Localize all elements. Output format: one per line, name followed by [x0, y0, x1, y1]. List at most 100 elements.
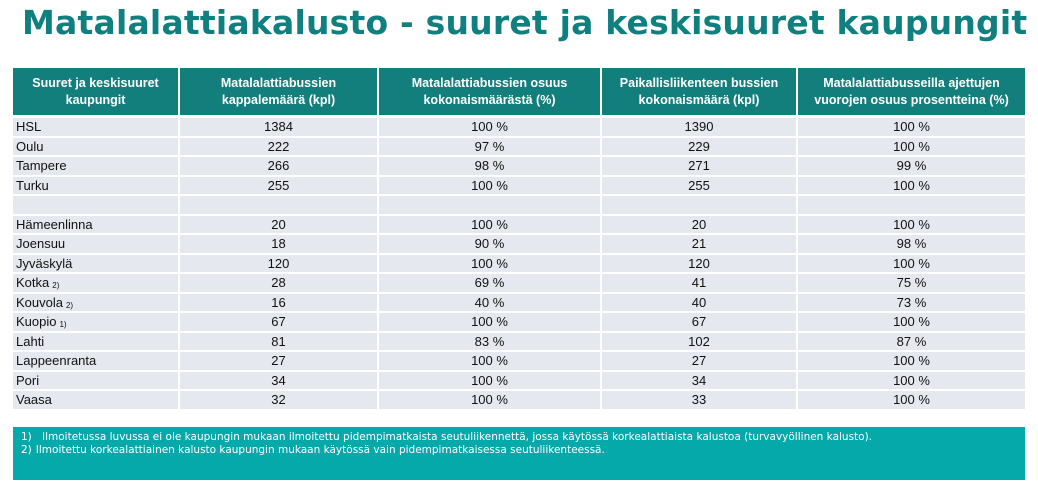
- table-row: Lappeenranta 27 100 % 27 100 %: [13, 350, 1025, 371]
- cell-trips-share: 99 %: [796, 155, 1025, 176]
- cell-low-floor-share: 100 %: [377, 369, 601, 390]
- table-row: Turku 255 100 % 255 100 %: [13, 174, 1025, 195]
- table-row: Joensuu 18 90 % 21 98 %: [13, 233, 1025, 254]
- cell-city: Lappeenranta: [13, 350, 179, 371]
- cell-city: Turku: [13, 174, 179, 195]
- city-name: Joensuu: [16, 236, 66, 252]
- footnote-marker: 2): [52, 281, 60, 291]
- header-trips-share: Matalalattiabusseilla ajettujen vuorojen…: [796, 68, 1025, 118]
- cell-city: Tampere: [13, 155, 179, 176]
- cell-total-buses: 271: [600, 155, 797, 176]
- header-city: Suuret ja keskisuuret kaupungit: [13, 68, 179, 118]
- table-row: Kotka 2) 28 69 % 41 75 %: [13, 272, 1025, 293]
- city-name: Turku: [16, 177, 49, 193]
- cell-low-floor-count: 67: [178, 311, 378, 332]
- low-floor-fleet-table: Suuret ja keskisuuret kaupungit Matalala…: [13, 68, 1025, 409]
- city-name: Hämeenlinna: [16, 216, 93, 232]
- cell-low-floor-count: 32: [178, 389, 378, 409]
- cell-city: [13, 194, 179, 215]
- cell-trips-share: 100 %: [796, 311, 1025, 332]
- cell-low-floor-share: 100 %: [377, 350, 601, 371]
- city-name: Jyväskylä: [16, 255, 73, 271]
- footnote-number: 1): [21, 431, 32, 443]
- cell-trips-share: 98 %: [796, 233, 1025, 254]
- table-header-row: Suuret ja keskisuuret kaupungit Matalala…: [13, 68, 1025, 118]
- cell-city: Hämeenlinna: [13, 213, 179, 234]
- cell-low-floor-count: [178, 194, 378, 215]
- cell-city: Joensuu: [13, 233, 179, 254]
- cell-low-floor-count: 27: [178, 350, 378, 371]
- cell-total-buses: 67: [600, 311, 797, 332]
- cell-trips-share: 100 %: [796, 135, 1025, 156]
- cell-low-floor-share: 100 %: [377, 115, 601, 137]
- cell-low-floor-count: 1384: [178, 115, 378, 137]
- cell-trips-share: 73 %: [796, 291, 1025, 312]
- cell-trips-share: 100 %: [796, 213, 1025, 234]
- cell-trips-share: 100 %: [796, 350, 1025, 371]
- cell-city: Kouvola 2): [13, 291, 179, 312]
- city-name: Oulu: [16, 138, 44, 154]
- cell-trips-share: 100 %: [796, 115, 1025, 137]
- cell-low-floor-share: 100 %: [377, 213, 601, 234]
- cell-trips-share: 100 %: [796, 389, 1025, 409]
- cell-total-buses: 229: [600, 135, 797, 156]
- cell-low-floor-count: 255: [178, 174, 378, 195]
- cell-total-buses: 20: [600, 213, 797, 234]
- cell-trips-share: 100 %: [796, 369, 1025, 390]
- table-row: Lahti 81 83 % 102 87 %: [13, 330, 1025, 351]
- table-spacer-row: [13, 194, 1025, 215]
- cell-trips-share: [796, 194, 1025, 215]
- cell-city: HSL: [13, 115, 179, 137]
- cell-city: Kuopio 1): [13, 311, 179, 332]
- city-name: HSL: [16, 119, 42, 135]
- cell-low-floor-count: 266: [178, 155, 378, 176]
- cell-city: Kotka 2): [13, 272, 179, 293]
- footnote-text: Ilmoitetussa luvussa ei ole kaupungin mu…: [42, 431, 873, 443]
- city-name: Kuopio: [16, 314, 57, 330]
- cell-trips-share: 75 %: [796, 272, 1025, 293]
- cell-total-buses: 21: [600, 233, 797, 254]
- cell-low-floor-share: 100 %: [377, 389, 601, 409]
- table-row: Vaasa 32 100 % 33 100 %: [13, 389, 1025, 409]
- cell-trips-share: 100 %: [796, 252, 1025, 273]
- page-title: Matalalattiakalusto - suuret ja keskisuu…: [22, 3, 1028, 42]
- cell-total-buses: 102: [600, 330, 797, 351]
- table-row: Hämeenlinna 20 100 % 20 100 %: [13, 213, 1025, 234]
- city-name: Vaasa: [16, 392, 52, 408]
- cell-low-floor-share: 100 %: [377, 252, 601, 273]
- header-low-floor-share: Matalalattiabussien osuus kokonaismääräs…: [377, 68, 601, 118]
- table-row: Kouvola 2) 16 40 % 40 73 %: [13, 291, 1025, 312]
- cell-total-buses: 40: [600, 291, 797, 312]
- footnote-text: Ilmoitettu korkealattiainen kalusto kaup…: [35, 444, 605, 456]
- city-name: Kotka: [16, 275, 50, 291]
- cell-total-buses: 34: [600, 369, 797, 390]
- cell-low-floor-share: 69 %: [377, 272, 601, 293]
- cell-low-floor-count: 34: [178, 369, 378, 390]
- cell-total-buses: 41: [600, 272, 797, 293]
- city-name: Lahti: [16, 333, 45, 349]
- cell-total-buses: 27: [600, 350, 797, 371]
- cell-low-floor-share: 40 %: [377, 291, 601, 312]
- table-row: Tampere 266 98 % 271 99 %: [13, 155, 1025, 176]
- footnote-marker: 1): [59, 320, 67, 330]
- cell-city: Vaasa: [13, 389, 179, 409]
- table-row: Jyväskylä 120 100 % 120 100 %: [13, 252, 1025, 273]
- cell-low-floor-count: 81: [178, 330, 378, 351]
- city-name: Lappeenranta: [16, 353, 97, 369]
- footnote-marker: 2): [65, 300, 74, 310]
- cell-low-floor-share: 100 %: [377, 174, 601, 195]
- cell-city: Jyväskylä: [13, 252, 179, 273]
- cell-city: Oulu: [13, 135, 179, 156]
- table-row: HSL 1384 100 % 1390 100 %: [13, 115, 1025, 137]
- table-row: Kuopio 1) 67 100 % 67 100 %: [13, 311, 1025, 332]
- city-name: Pori: [16, 372, 40, 388]
- cell-total-buses: 255: [600, 174, 797, 195]
- cell-low-floor-count: 20: [178, 213, 378, 234]
- table-row: Oulu 222 97 % 229 100 %: [13, 135, 1025, 156]
- table-row: Pori 34 100 % 34 100 %: [13, 369, 1025, 390]
- cell-trips-share: 100 %: [796, 174, 1025, 195]
- cell-low-floor-count: 222: [178, 135, 378, 156]
- footnote-1: 1) Ilmoitetussa luvussa ei ole kaupungin…: [21, 431, 1017, 444]
- city-name: Tampere: [16, 158, 67, 174]
- cell-low-floor-share: 90 %: [377, 233, 601, 254]
